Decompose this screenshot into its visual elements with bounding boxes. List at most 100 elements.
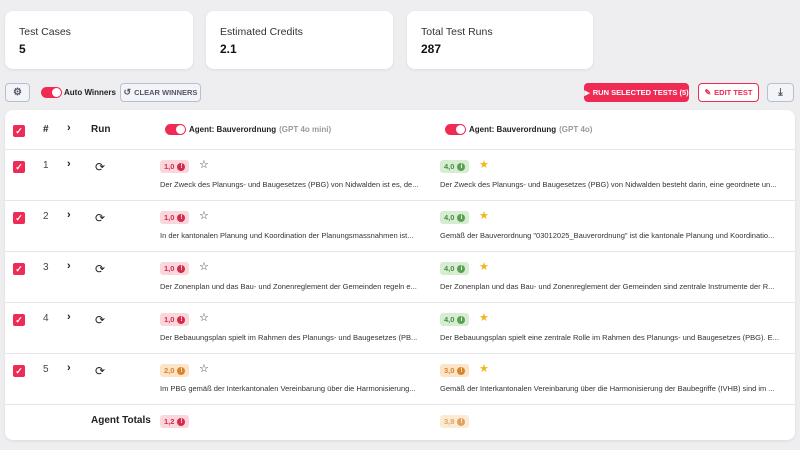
header-number: #: [43, 124, 49, 135]
star-outline-icon[interactable]: ☆: [199, 159, 209, 171]
stat-card-test-cases: Test Cases 5: [5, 11, 193, 69]
response-text: Gemäß der Interkantonalen Vereinbarung ü…: [440, 384, 775, 393]
total-score-value: 3,8: [444, 417, 455, 426]
gear-icon: ⚙: [13, 87, 22, 98]
row-checkbox[interactable]: ✓: [13, 161, 25, 173]
score-value: 1,0: [164, 213, 175, 222]
star-outline-icon[interactable]: ☆: [199, 261, 209, 273]
info-icon: !: [457, 417, 466, 426]
row-number: 2: [43, 211, 49, 222]
toggle-switch[interactable]: [41, 87, 62, 98]
response-text: Gemäß der Bauverordnung "03012025_Bauver…: [440, 231, 775, 240]
star-filled-icon[interactable]: ★: [479, 261, 489, 273]
stat-card-total-test-runs: Total Test Runs 287: [407, 11, 593, 69]
response-text: Der Zweck des Planungs- und Baugesetzes …: [160, 180, 419, 189]
row-number: 3: [43, 262, 49, 273]
info-icon: !: [177, 213, 186, 222]
total-score-badge: 3,8!: [440, 415, 470, 428]
rerun-icon[interactable]: ⟳: [95, 262, 106, 276]
star-outline-icon[interactable]: ☆: [199, 363, 209, 375]
score-badge: 1,0!: [160, 160, 190, 173]
run-selected-label: RUN SELECTED TESTS (5): [592, 88, 689, 97]
response-text: Der Zweck des Planungs- und Baugesetzes …: [440, 180, 777, 189]
stat-value: 2.1: [220, 42, 237, 56]
row-checkbox[interactable]: ✓: [13, 263, 25, 275]
score-badge: 4,0 i: [440, 262, 470, 275]
response-text: In der kantonalen Planung und Koordinati…: [160, 231, 414, 240]
response-text: Im PBG gemäß der Interkantonalen Vereinb…: [160, 384, 416, 393]
reset-icon: ↺: [123, 87, 132, 97]
row-checkbox[interactable]: ✓: [13, 314, 25, 326]
chevron-right-icon[interactable]: ›: [67, 158, 71, 170]
stat-label: Estimated Credits: [220, 26, 303, 38]
rerun-icon[interactable]: ⟳: [95, 313, 106, 327]
agent-model: (GPT 4o): [559, 125, 593, 134]
agent-column-header: Agent: Bauverordnung (GPT 4o): [445, 124, 592, 135]
test-results-table: ✓ # › Run Agent: Bauverordnung (GPT 4o m…: [5, 110, 795, 440]
info-icon: !: [177, 264, 186, 273]
row-checkbox[interactable]: ✓: [13, 212, 25, 224]
star-filled-icon[interactable]: ★: [479, 363, 489, 375]
download-button[interactable]: ⤓: [767, 83, 794, 102]
star-outline-icon[interactable]: ☆: [199, 210, 209, 222]
chevron-right-icon[interactable]: ›: [67, 311, 71, 323]
edit-icon: ✎: [704, 88, 712, 97]
info-icon: i: [457, 264, 466, 273]
score-value: 4,0: [444, 264, 455, 273]
table-row: ✓ 3 › ⟳ 1,0! ☆ Der Zonenplan und das Bau…: [5, 252, 795, 303]
score-badge: 1,0!: [160, 262, 190, 275]
star-outline-icon[interactable]: ☆: [199, 312, 209, 324]
select-all-checkbox[interactable]: ✓: [13, 125, 25, 137]
settings-button[interactable]: ⚙: [5, 83, 30, 102]
total-score-badge: 1,2!: [160, 415, 190, 428]
row-checkbox[interactable]: ✓: [13, 365, 25, 377]
agent-toggle[interactable]: [445, 124, 466, 135]
stat-card-estimated-credits: Estimated Credits 2.1: [206, 11, 393, 69]
table-header: ✓ # › Run Agent: Bauverordnung (GPT 4o m…: [5, 110, 795, 150]
score-badge: 4,0 i: [440, 211, 470, 224]
chevron-right-icon[interactable]: ›: [67, 122, 71, 134]
info-icon: !: [457, 366, 466, 375]
row-number: 1: [43, 160, 49, 171]
totals-label: Agent Totals: [91, 415, 151, 426]
row-number: 5: [43, 364, 49, 375]
chevron-right-icon[interactable]: ›: [67, 362, 71, 374]
agent-name: Agent: Bauverordnung: [469, 125, 557, 134]
score-badge: 1,0!: [160, 211, 190, 224]
agent-column-header: Agent: Bauverordnung (GPT 4o mini): [165, 124, 331, 135]
info-icon: !: [177, 315, 186, 324]
score-value: 4,0: [444, 213, 455, 222]
chevron-right-icon[interactable]: ›: [67, 209, 71, 221]
agent-model: (GPT 4o mini): [279, 125, 332, 134]
score-value: 4,0: [444, 315, 455, 324]
score-badge: 2,0!: [160, 364, 190, 377]
star-filled-icon[interactable]: ★: [479, 210, 489, 222]
auto-winners-toggle[interactable]: Auto Winners: [41, 87, 116, 98]
run-selected-tests-button[interactable]: ▶ RUN SELECTED TESTS (5): [584, 83, 689, 102]
score-value: 2,0: [164, 366, 175, 375]
score-badge: 3,0!: [440, 364, 470, 377]
edit-test-button[interactable]: ✎ EDIT TEST: [698, 83, 759, 102]
info-icon: !: [177, 366, 186, 375]
rerun-icon[interactable]: ⟳: [95, 364, 106, 378]
rerun-icon[interactable]: ⟳: [95, 160, 106, 174]
star-filled-icon[interactable]: ★: [479, 312, 489, 324]
download-icon: ⤓: [778, 87, 783, 98]
table-row: ✓ 4 › ⟳ 1,0! ☆ Der Bebauungsplan spielt …: [5, 303, 795, 354]
edit-test-label: EDIT TEST: [714, 88, 753, 97]
clear-winners-button[interactable]: ↺ CLEAR WINNERS: [120, 83, 201, 102]
table-row: ✓ 5 › ⟳ 2,0! ☆ Im PBG gemäß der Interkan…: [5, 354, 795, 405]
score-badge: 4,0 i: [440, 160, 470, 173]
score-value: 4,0: [444, 162, 455, 171]
agent-toggle[interactable]: [165, 124, 186, 135]
info-icon: !: [177, 417, 186, 426]
rerun-icon[interactable]: ⟳: [95, 211, 106, 225]
info-icon: !: [177, 162, 186, 171]
chevron-right-icon[interactable]: ›: [67, 260, 71, 272]
info-icon: i: [457, 213, 466, 222]
total-score-value: 1,2: [164, 417, 175, 426]
stat-value: 287: [421, 42, 442, 56]
star-filled-icon[interactable]: ★: [479, 159, 489, 171]
stat-label: Test Cases: [19, 26, 71, 38]
response-text: Der Zonenplan und das Bau- und Zonenregl…: [440, 282, 775, 291]
